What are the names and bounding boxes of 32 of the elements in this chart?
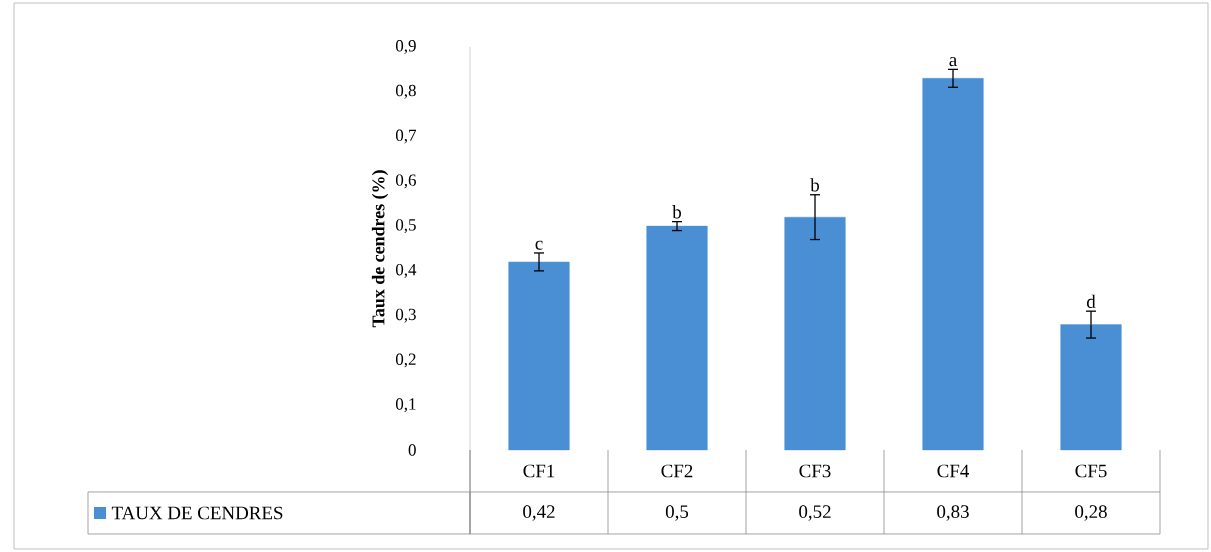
x-tick-label: CF4 bbox=[937, 464, 970, 478]
annotation: d bbox=[1086, 294, 1096, 308]
y-tick-label: 0,9 bbox=[395, 40, 416, 54]
annotation: a bbox=[949, 57, 957, 67]
y-tick-label: 0,8 bbox=[395, 84, 416, 99]
y-tick-label: 0,7 bbox=[395, 129, 417, 144]
annotation: c bbox=[535, 240, 543, 250]
y-tick-label: 0,3 bbox=[395, 308, 416, 323]
x-tick-label: CF2 bbox=[661, 464, 693, 478]
y-tick-label: 0,4 bbox=[395, 263, 417, 278]
data-label: 0,28 bbox=[1075, 505, 1107, 521]
y-tick-label: 0,5 bbox=[395, 219, 416, 234]
y-tick-label: 0,6 bbox=[395, 174, 416, 189]
bar bbox=[922, 78, 984, 451]
x-tick-label: CF1 bbox=[523, 464, 555, 478]
bar bbox=[508, 261, 570, 451]
data-label: 0,5 bbox=[665, 505, 689, 521]
x-tick-label: CF5 bbox=[1075, 464, 1107, 478]
data-label: 0,42 bbox=[523, 505, 555, 521]
bar bbox=[784, 216, 846, 451]
x-tick-label: CF3 bbox=[799, 464, 831, 478]
legend-label: TAUX DE CENDRES bbox=[111, 506, 283, 520]
data-label: 0,52 bbox=[799, 505, 831, 521]
bar bbox=[646, 225, 708, 451]
annotation: b bbox=[810, 178, 820, 192]
y-tick-label: 0 bbox=[408, 444, 416, 456]
y-tick-label: 0,1 bbox=[395, 398, 416, 413]
annotation: b bbox=[672, 205, 682, 219]
bar bbox=[1060, 324, 1122, 451]
y-tick-label: 0,2 bbox=[395, 353, 416, 368]
y-axis-title: Taux de cendres (%) bbox=[371, 170, 389, 328]
data-label: 0,83 bbox=[937, 505, 969, 521]
